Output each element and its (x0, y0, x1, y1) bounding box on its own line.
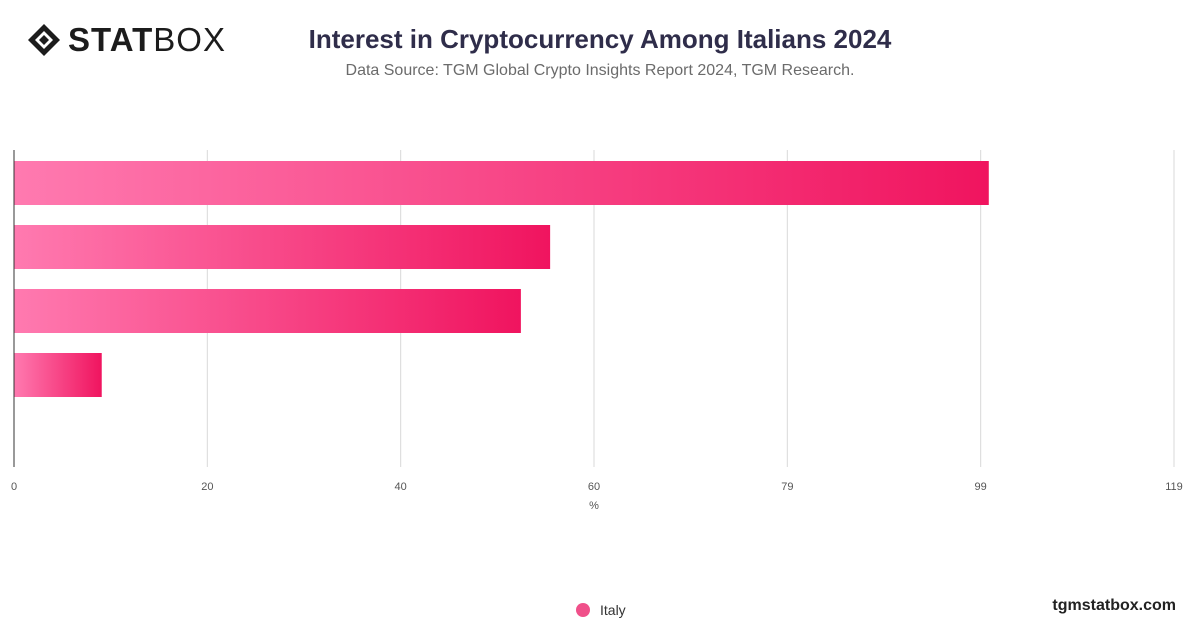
legend-label: Italy (600, 602, 626, 618)
chart-title: Interest in Cryptocurrency Among Italian… (308, 24, 892, 54)
x-tick-label: 40 (395, 481, 407, 493)
x-tick-label: 0 (11, 481, 17, 493)
site-url: tgmstatbox.com (1052, 597, 1176, 614)
bar[interactable] (14, 225, 551, 269)
bars (14, 161, 989, 397)
bar[interactable] (14, 289, 521, 333)
x-tick-label: 20 (201, 481, 213, 493)
logo-text-light: BOX (153, 21, 226, 58)
logo-text: STATBOX (68, 22, 226, 58)
bar[interactable] (14, 353, 102, 397)
logo-text-bold: STAT (68, 21, 154, 58)
chart-subtitle: Data Source: TGM Global Crypto Insights … (345, 62, 855, 79)
legend[interactable]: Italy (576, 602, 626, 618)
x-tick-label: 60 (588, 481, 600, 493)
statbox-logo: STATBOX (26, 22, 226, 58)
x-axis-label: % (589, 500, 599, 512)
x-axis-ticks: 0 20 40 60 79 99 119 (11, 481, 1183, 493)
statbox-logo-icon (28, 24, 60, 56)
legend-swatch (576, 603, 590, 617)
x-tick-label: 99 (975, 481, 987, 493)
x-tick-label: 119 (1165, 481, 1183, 493)
x-tick-label: 79 (781, 481, 793, 493)
bar[interactable] (14, 161, 989, 205)
